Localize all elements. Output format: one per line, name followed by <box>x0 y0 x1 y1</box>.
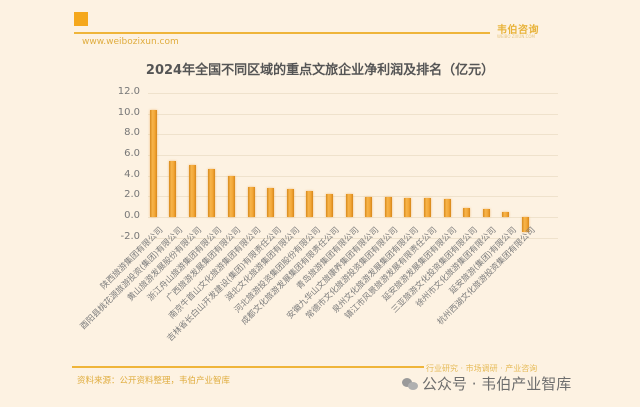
bar <box>482 208 490 217</box>
y-axis-tick: 10.0 <box>117 106 140 118</box>
logo-square <box>74 12 88 26</box>
y-axis-tick: -2.0 <box>120 230 140 242</box>
y-axis-tick: 8.0 <box>124 127 140 139</box>
bar <box>423 198 431 217</box>
y-axis-tick: 12.0 <box>117 86 140 97</box>
wechat-watermark: 公众号 · 韦伯产业智库 <box>402 373 571 394</box>
y-axis-tick: 0.0 <box>124 210 140 221</box>
bar <box>149 109 157 217</box>
wechat-account: 公众号 · 韦伯产业智库 <box>422 375 572 393</box>
gridline <box>148 237 558 239</box>
bar <box>463 207 471 217</box>
bar <box>188 165 196 217</box>
bar <box>227 175 235 217</box>
website-url: www.weibozixun.com <box>82 37 179 47</box>
bar <box>365 197 373 217</box>
bar <box>247 187 255 217</box>
bar <box>384 197 392 217</box>
bar <box>169 161 177 217</box>
bar <box>306 191 314 217</box>
header-divider <box>74 32 490 34</box>
gridline <box>148 175 558 177</box>
gridline <box>148 155 558 156</box>
bar <box>502 212 510 217</box>
gridline <box>148 134 558 136</box>
gridline <box>148 217 558 218</box>
gridline <box>148 113 558 115</box>
gridline <box>148 196 558 198</box>
source-note: 资料来源：公开资料整理，韦伯产业智库 <box>77 376 231 386</box>
y-axis-tick: 6.0 <box>124 148 140 159</box>
bar <box>208 169 216 217</box>
bar <box>325 194 333 217</box>
brand-subtitle: WEIBO ZIXUN.COM <box>497 34 535 39</box>
gridline <box>148 93 558 94</box>
bar <box>345 194 353 217</box>
tagline: 行业研究 · 市场调研 · 产业咨询 <box>426 364 538 373</box>
bar <box>443 199 451 217</box>
footer-divider <box>72 366 424 368</box>
wechat-icon <box>402 377 418 391</box>
bar <box>286 189 294 217</box>
bar <box>404 198 412 217</box>
bar <box>267 188 275 217</box>
bar <box>521 217 529 232</box>
chart-title: 2024年全国不同区域的重点文旅企业净利润及排名（亿元） <box>145 63 495 78</box>
y-axis-tick: 4.0 <box>124 168 140 180</box>
brand-logo: 韦伯咨询 <box>497 25 539 36</box>
y-axis-tick: 2.0 <box>124 189 140 201</box>
